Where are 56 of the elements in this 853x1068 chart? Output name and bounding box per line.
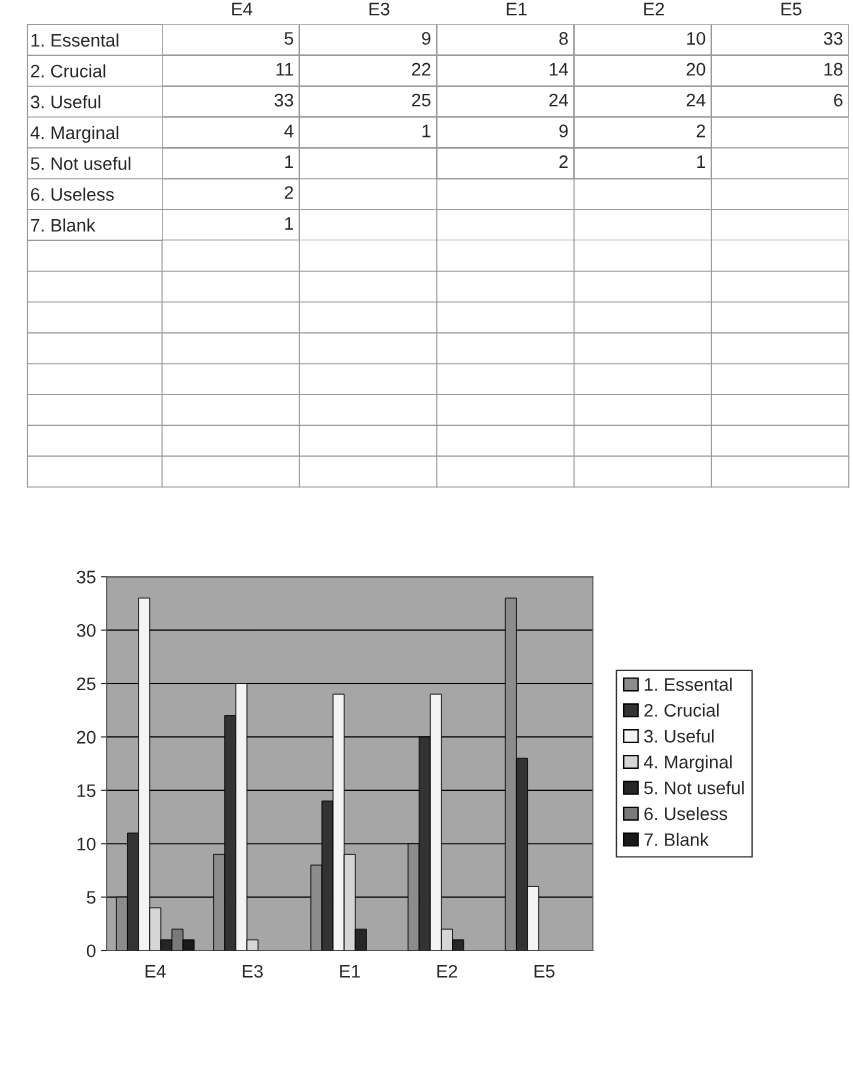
data-label: 20 xyxy=(686,62,706,76)
y-tick-label: 5. Not useful xyxy=(30,156,131,171)
data-label: 2 xyxy=(559,155,568,168)
data-label: 8 xyxy=(559,32,568,45)
data-label: 5 xyxy=(284,32,294,45)
legend-label: 1. Essental xyxy=(644,677,732,691)
data-label: 33 xyxy=(274,93,294,107)
x-tick-label: E2 xyxy=(644,2,664,16)
data-label: 24 xyxy=(686,93,706,107)
data-label: 18 xyxy=(824,62,843,76)
data-label: 1 xyxy=(697,155,706,168)
y-tick-label: 2. Crucial xyxy=(31,64,106,78)
y-tick-label: 1. Essental xyxy=(31,33,119,47)
data-label: 33 xyxy=(823,32,843,45)
y-tick-label: 4. Marginal xyxy=(30,125,119,143)
data-label: 14 xyxy=(549,63,569,76)
x-tick-label: E4 xyxy=(145,965,166,978)
y-tick-label: 30 xyxy=(76,624,96,637)
data-label: 6 xyxy=(834,93,843,107)
y-tick-label: 6. Useless xyxy=(31,187,114,201)
x-tick-label: E3 xyxy=(242,964,263,978)
data-label: 9 xyxy=(422,32,431,45)
y-tick-label: 3. Useful xyxy=(30,95,101,109)
data-label: 25 xyxy=(412,93,431,107)
data-label: 1 xyxy=(285,217,294,230)
legend-label: 7. Blank xyxy=(644,832,709,847)
y-tick-label: 10 xyxy=(77,837,96,851)
x-tick-label: E4 xyxy=(232,2,253,16)
legend-label: 4. Marginal xyxy=(643,755,732,773)
y-tick-label: 35 xyxy=(76,570,96,584)
y-tick-label: 5 xyxy=(86,891,96,904)
x-tick-label: E1 xyxy=(340,965,360,978)
legend-label: 6. Useless xyxy=(644,806,728,821)
data-label: 22 xyxy=(412,62,431,76)
y-tick-label: 0 xyxy=(86,944,96,958)
data-label: 2 xyxy=(284,186,293,199)
y-tick-label: 25 xyxy=(77,677,96,691)
data-label: 1 xyxy=(285,155,294,168)
y-tick-label: 15 xyxy=(77,784,96,798)
legend-label: 5. Not useful xyxy=(644,781,744,795)
data-label: 9 xyxy=(559,124,568,138)
x-tick-label: E5 xyxy=(781,2,802,16)
legend-label: 2. Crucial xyxy=(644,703,719,717)
data-label: 2 xyxy=(696,124,705,138)
data-label: 10 xyxy=(687,32,706,45)
data-label: 11 xyxy=(276,63,294,76)
x-tick-label: E1 xyxy=(506,2,527,16)
x-tick-label: E2 xyxy=(437,964,458,978)
y-tick-label: 20 xyxy=(77,730,96,744)
data-label: 1 xyxy=(422,124,431,138)
data-label: 4 xyxy=(284,124,294,138)
x-tick-label: E5 xyxy=(534,965,555,978)
y-tick-label: 7. Blank xyxy=(31,218,96,232)
legend-label: 3. Useful xyxy=(644,729,714,743)
data-label: 24 xyxy=(549,93,569,107)
x-tick-label: E3 xyxy=(369,2,390,16)
